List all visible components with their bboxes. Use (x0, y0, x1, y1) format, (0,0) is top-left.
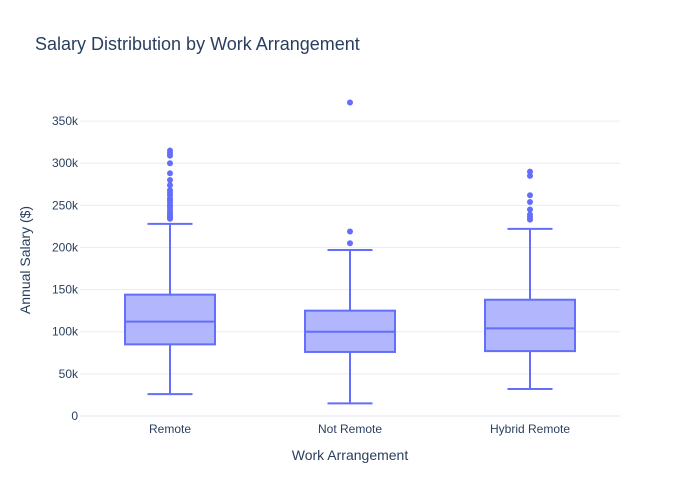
x-tick-label: Hybrid Remote (490, 422, 570, 436)
boxes (124, 99, 576, 405)
y-axis-ticks: 0 50k 100k 150k 200k 250k 300k 350k (52, 114, 79, 423)
box-body (484, 298, 576, 353)
outlier-point (527, 168, 533, 175)
y-tick-label: 0 (71, 409, 78, 423)
outlier-point (167, 177, 173, 184)
outlier-point (167, 160, 173, 167)
y-tick-label: 250k (52, 198, 79, 212)
outlier-point (527, 211, 533, 218)
box-1 (124, 147, 216, 396)
outlier-point (527, 172, 533, 179)
y-tick-label: 350k (52, 114, 79, 128)
outlier-point (527, 198, 533, 205)
outlier-point (167, 170, 173, 177)
outlier-point (347, 240, 353, 247)
outlier-point (167, 147, 173, 154)
outlier-point (167, 182, 173, 189)
x-tick-label: Not Remote (318, 422, 382, 436)
outlier-point (527, 206, 533, 213)
y-tick-label: 100k (52, 325, 79, 339)
chart-title: Salary Distribution by Work Arrangement (35, 34, 360, 54)
box-2 (304, 99, 396, 405)
x-axis-ticks: Remote Not Remote Hybrid Remote (149, 422, 570, 436)
y-tick-label: 50k (59, 367, 79, 381)
y-tick-label: 200k (52, 240, 79, 254)
outlier-point (347, 99, 353, 106)
x-axis-title: Work Arrangement (292, 447, 409, 463)
box-3 (484, 168, 576, 391)
x-tick-label: Remote (149, 422, 191, 436)
outlier-point (527, 192, 533, 199)
outlier-point (167, 187, 173, 194)
y-axis-title: Annual Salary ($) (17, 206, 33, 314)
y-tick-label: 150k (52, 283, 79, 297)
box-body (124, 293, 216, 346)
y-tick-label: 300k (52, 156, 79, 170)
outlier-point (347, 228, 353, 235)
